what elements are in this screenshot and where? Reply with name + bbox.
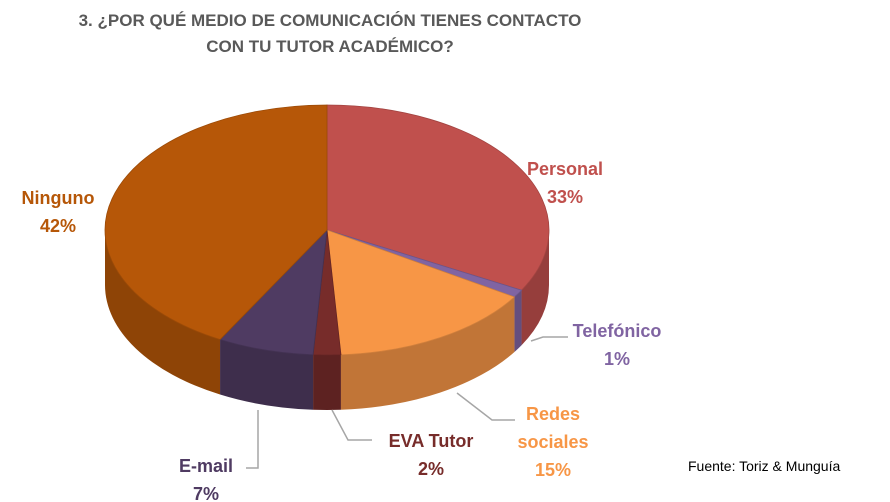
chart-title: 3. ¿POR QUÉ MEDIO DE COMUNICACIÓN TIENES… xyxy=(78,11,582,56)
slice-side xyxy=(105,230,221,395)
label-line: Redes xyxy=(526,404,580,424)
slice xyxy=(326,104,550,291)
data-label-name: EVA Tutor xyxy=(389,431,474,451)
data-label: 42% xyxy=(40,216,76,236)
data-label: 2% xyxy=(418,459,444,479)
slice xyxy=(104,104,328,340)
data-label-name: Personal xyxy=(527,159,603,179)
data-label: 33% xyxy=(547,187,583,207)
leader-line xyxy=(456,392,515,421)
label-line: sociales xyxy=(517,432,588,452)
data-label: 1% xyxy=(604,349,630,369)
leader-line xyxy=(246,410,259,469)
data-label-name: E-mail xyxy=(179,456,233,476)
slice-side xyxy=(313,354,341,410)
source-note: Fuente: Toriz & Munguía xyxy=(688,458,840,474)
slice xyxy=(326,229,516,356)
data-label-name: Telefónico xyxy=(573,321,662,341)
data-label-name: Redes sociales xyxy=(517,404,588,452)
data-label-name: Ninguno xyxy=(22,188,95,208)
data-label: 7% xyxy=(193,484,219,502)
slice-side xyxy=(521,230,549,346)
slice-side xyxy=(514,290,522,352)
slice-side xyxy=(220,339,314,410)
leader-line xyxy=(530,336,568,342)
data-label: 15% xyxy=(535,460,571,480)
leader-line xyxy=(331,409,372,441)
